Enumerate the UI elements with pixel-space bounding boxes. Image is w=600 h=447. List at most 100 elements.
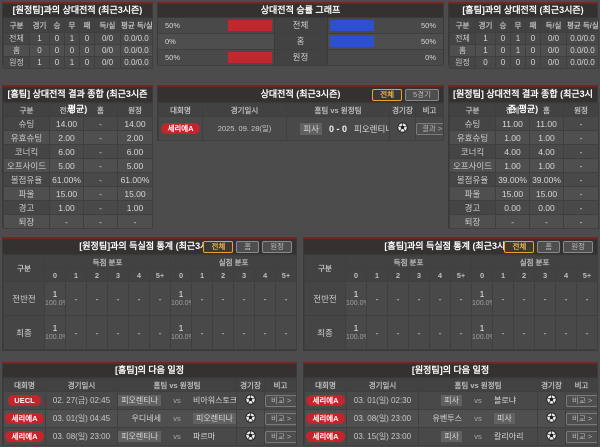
cell-value: 0 xyxy=(475,56,496,69)
column-header: 원정 xyxy=(117,103,153,117)
table-row: 슈팅 11.00 11.00- xyxy=(449,116,599,131)
cell-value: - xyxy=(83,116,118,131)
cell-value: 61.00% xyxy=(49,172,84,187)
match-datetime: 02. 27(금) 02:45 xyxy=(45,391,118,410)
row-label: 전반전 xyxy=(304,281,346,316)
home-team: 피사 xyxy=(288,122,322,135)
cell-value: 15.00 xyxy=(117,186,153,201)
cell-value: 0.00 xyxy=(529,200,564,215)
teams-cell: 피오렌티나 vs 파르마 xyxy=(117,427,237,446)
league-cell: 세리에A xyxy=(304,391,347,410)
cell-value: - xyxy=(563,214,599,229)
note-cell: 비교 > xyxy=(565,409,598,428)
panel-h2h-vs-away: [원정팀]과의 상대전적 (최근3시즌) 구분 경기 승 무 패 득/실 평균 득/실 전체 1… xyxy=(2,2,153,69)
teams: 피사 0 - 0 피오렌티나 xyxy=(288,122,389,135)
row-label: 경고 xyxy=(449,200,496,215)
fixture-row: 세리에A 03. 01(일) 04:45 우디네세 vs 피오렌티나 비교 > xyxy=(3,409,297,428)
cell-value: - xyxy=(529,214,564,229)
compare-button[interactable]: 비교 > xyxy=(265,430,296,443)
away-team-name: 볼로냐 xyxy=(494,396,517,405)
goals-cell: - xyxy=(212,315,235,350)
cell-value: 15.00 xyxy=(529,186,564,201)
vs-label: vs xyxy=(474,396,482,405)
panel-goals-vs-away: [원정팀]과의 득실점 통계 (최근3시즌) 전체 홈 원정 구분 득점 분포 실점 분… xyxy=(2,237,298,351)
match-datetime: 03. 08(일) 23:00 xyxy=(346,409,419,428)
compare-button[interactable]: 비교 > xyxy=(265,412,296,425)
filter-button[interactable]: 홈 xyxy=(537,241,561,253)
count-value: 1 xyxy=(52,289,58,299)
cell-value: 0 xyxy=(79,44,95,57)
goals-cell: - xyxy=(128,281,150,316)
cell-value: 0 xyxy=(495,56,511,69)
bin-header: 1 xyxy=(65,268,87,282)
row-label: 홈 xyxy=(3,44,30,57)
filter-button[interactable]: 5경기 xyxy=(405,89,439,101)
filter-button[interactable]: 전체 xyxy=(203,241,234,253)
compare-button[interactable]: 비교 > xyxy=(566,430,597,443)
column-header: 경기 xyxy=(475,18,496,33)
result-button[interactable]: 결과 > xyxy=(416,122,443,135)
column-header: 평균 득/실 xyxy=(120,18,153,33)
filter-button[interactable]: 원정 xyxy=(262,241,292,253)
filter-button[interactable]: 원정 xyxy=(563,241,593,253)
filter-button[interactable]: 홈 xyxy=(236,241,260,253)
cell-value: 0/0 xyxy=(540,44,567,57)
league-cell: 세리에A xyxy=(158,116,203,141)
goals-cell: - xyxy=(492,315,515,350)
vs-label: vs xyxy=(474,432,482,441)
compare-button[interactable]: 비교 > xyxy=(566,394,597,407)
match-datetime: 03. 15(일) 23:00 xyxy=(346,427,419,446)
column-header: 구분 xyxy=(449,103,496,117)
filter-button[interactable]: 전체 xyxy=(372,89,403,101)
filter-group: 전체 홈 원정 xyxy=(504,241,593,253)
teams: 피사 vs 볼로냐 xyxy=(420,395,537,406)
h2h-table: 구분 경기 승 무 패 득/실 평균 득/실 전체 1 0 1 0 0/0 0.0/0.0 홈 0 0 0 0 0/0… xyxy=(3,18,153,69)
bin-header: 0 xyxy=(345,268,367,282)
cell-value: - xyxy=(83,144,118,159)
goals-cell: - xyxy=(86,315,108,350)
teams: 피오렌티나 vs 파르마 xyxy=(118,431,236,442)
panel-title: [원정팀]과의 득실점 통계 (최근3시즌) 전체 홈 원정 xyxy=(3,239,296,255)
away-team: 칼리아리 xyxy=(494,431,537,442)
soccer-ball-icon xyxy=(546,394,557,407)
cell-value: 0/0 xyxy=(540,32,567,45)
goals-cell: - xyxy=(254,281,277,316)
panel-away-schedule: [원정팀]의 다음 일정 대회명 경기일시 홈팀 vs 원정팀 경기장 비고 세리에A 03… xyxy=(303,362,598,446)
row-label: 오프사이드 xyxy=(3,158,50,173)
away-team-name: 파르마 xyxy=(193,432,216,441)
goals-cell: - xyxy=(107,281,129,316)
bin-header: 1 xyxy=(191,268,214,282)
fixture-row: 세리에A 03. 08(일) 23:00 피오렌티나 vs 파르마 비교 > xyxy=(3,427,297,446)
filter-group: 전체 5경기 xyxy=(372,89,439,101)
graph-row-label: 원정 xyxy=(273,50,328,65)
compare-button[interactable]: 비교 > xyxy=(265,394,296,407)
stat-table: 구분 경기 승 무 패 득/실 평균 득/실 전체 1 0 1 0 0/0 0.0/0.0 홈 1 0 1 0 0/0… xyxy=(449,18,599,69)
bin-header: 5+ xyxy=(449,268,473,282)
corner-header: 구분 xyxy=(304,255,346,282)
cell-value: 1.00 xyxy=(495,130,530,145)
column-header: 전체 xyxy=(49,103,84,117)
filter-button[interactable]: 전체 xyxy=(504,241,535,253)
match-datetime: 2025. 09. 28(일) xyxy=(202,116,287,141)
cell-value: - xyxy=(563,172,599,187)
cell-value: 1.00 xyxy=(529,130,564,145)
column-header: 구분 xyxy=(3,18,30,33)
cell-value: 0/0 xyxy=(94,56,121,69)
cell-value: 15.00 xyxy=(49,186,84,201)
cell-value: 0 xyxy=(495,44,511,57)
venue-cell xyxy=(236,409,265,428)
panel-h2h-matches: 상대전적 (최근3시즌) 전체 5경기 대회명 경기일시 홈팀 vs 원정팀 경기장 비고… xyxy=(157,85,444,141)
bin-header: 4 xyxy=(128,268,150,282)
compare-button[interactable]: 비교 > xyxy=(566,412,597,425)
panel-title: [원정팀]의 다음 일정 xyxy=(304,364,597,378)
cell-value: 0.0/0.0 xyxy=(566,44,599,57)
cell-value: 14.00 xyxy=(49,116,84,131)
cell-value: 1 xyxy=(475,44,496,57)
bin-header: 3 xyxy=(534,268,557,282)
cell-value: 0 xyxy=(49,56,65,69)
header-row: 구분 경기 승 무 패 득/실 평균 득/실 xyxy=(449,18,599,33)
league-badge: 세리에A xyxy=(5,431,44,442)
